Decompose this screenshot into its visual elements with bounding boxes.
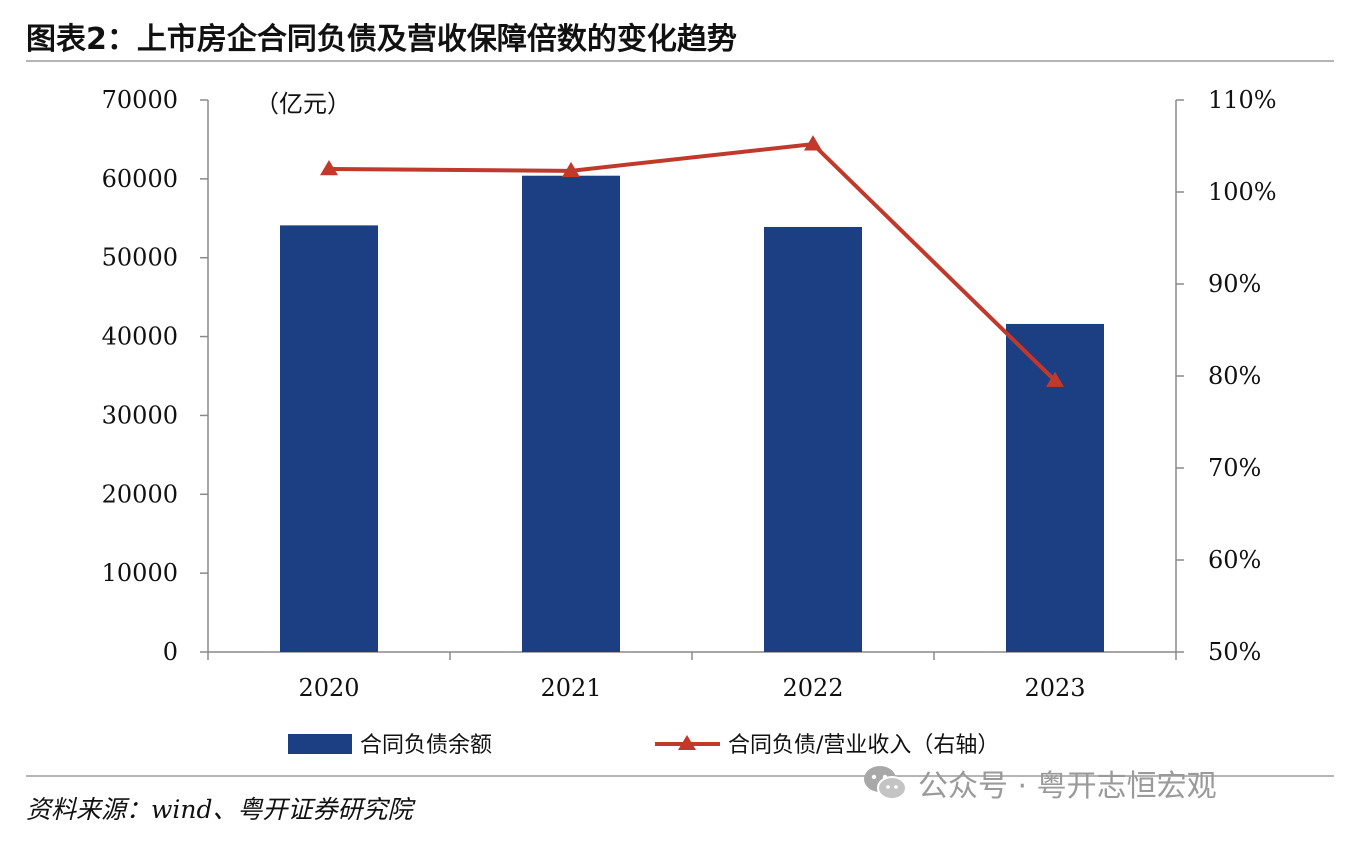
bar [522,175,620,652]
left-axis-tick-label: 10000 [102,559,178,587]
legend-line-marker [678,735,696,750]
right-axis-tick-label: 70% [1208,454,1261,482]
chart-title: 图表2：上市房企合同负债及营收保障倍数的变化趋势 [26,22,737,57]
left-axis-tick-label: 50000 [102,244,178,272]
left-axis-tick-label: 30000 [102,401,178,429]
right-axis-tick-label: 110% [1208,86,1277,114]
left-axis-tick-label: 0 [163,638,178,666]
right-axis-tick-label: 90% [1208,270,1261,298]
title-divider [26,60,1334,62]
right-axis-tick-label: 100% [1208,178,1277,206]
source-note: 资料来源：wind、粤开证券研究院 [26,795,413,824]
tick-labels: 0 10000 20000 30000 40000 50000 60000 70000 50% 6… [102,86,1277,702]
x-axis-tick-label: 2023 [1024,674,1085,702]
line-point-marker [562,161,580,178]
line-point-marker [320,160,338,176]
right-axis-tick-label: 80% [1208,362,1261,390]
right-axis-tick-label: 60% [1208,546,1261,574]
x-axis-tick-label: 2022 [782,674,843,702]
left-axis-tick-label: 20000 [102,480,178,508]
watermark: 公众号 · 粤开志恒宏观 [862,758,1217,808]
left-axis-tick-label: 60000 [102,165,178,193]
wechat-icon [864,766,907,800]
series-line [328,142,1057,383]
bar-series [280,175,1104,652]
legend-bar-swatch [288,734,352,754]
bar [764,226,862,652]
footer-divider [26,775,1334,777]
x-axis-tick-label: 2021 [540,674,601,702]
line-series [320,135,1064,387]
legend: 合同负债余额 合同负债/营业收入（右轴） [288,733,999,758]
left-axis-unit: （亿元） [255,90,351,118]
bar [280,225,378,652]
left-axis-tick-label: 70000 [102,86,178,114]
line-point-marker [1046,371,1064,387]
right-axis-tick-label: 50% [1208,638,1261,666]
legend-bar-label: 合同负债余额 [360,733,492,758]
x-axis-tick-label: 2020 [298,674,359,702]
watermark-text: 公众号 · 粤开志恒宏观 [918,769,1217,804]
line-point-marker [804,135,822,151]
legend-line-label: 合同负债/营业收入（右轴） [728,733,999,758]
left-axis-tick-label: 40000 [102,323,178,351]
